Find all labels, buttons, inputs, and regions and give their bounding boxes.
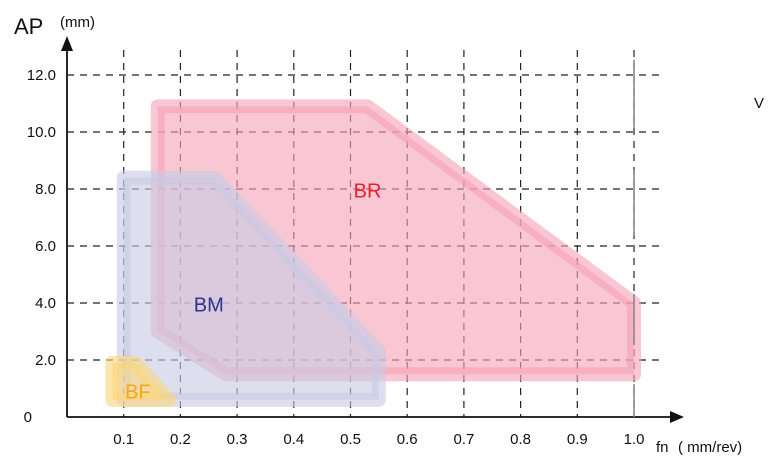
x-tick-label: 0.2 (170, 431, 191, 448)
y-tick-label: 4.0 (35, 295, 56, 312)
x-tick-label: 0.9 (567, 431, 588, 448)
region-label-br: BR (354, 181, 382, 203)
x-tick-label: 0.6 (397, 431, 418, 448)
x-tick-label: 0.4 (283, 431, 304, 448)
x-tick-label: 0.3 (227, 431, 248, 448)
axes (61, 36, 684, 423)
x-tick-label: 0.5 (340, 431, 361, 448)
y-tick-label: 12.0 (27, 67, 56, 84)
x-tick-label: 0.8 (510, 431, 531, 448)
y-axis-title: AP (14, 14, 43, 39)
x-axis-title: fn (656, 439, 669, 456)
y-tick-label: 10.0 (27, 124, 56, 141)
y-axis-unit: (mm) (60, 14, 95, 31)
x-tick-label: 0.7 (453, 431, 474, 448)
y-tick-label: 8.0 (35, 181, 56, 198)
x-tick-label: 1.0 (624, 431, 645, 448)
region-label-bf: BF (125, 381, 151, 403)
y-tick-label: 6.0 (35, 238, 56, 255)
labels: 0.1 0.2 0.3 0.4 0.5 0.6 0.7 0.8 0.9 1.0 0 2.0 4.0 6.0… (24, 67, 645, 448)
x-tick-label: 0.1 (113, 431, 134, 448)
extra-text: V (754, 95, 764, 112)
y-tick-label: 2.0 (35, 352, 56, 369)
y-axis-arrow (61, 36, 73, 51)
region-bf (105, 355, 177, 407)
x-axis-arrow (670, 411, 684, 423)
x-axis-unit: ( mm/rev) (678, 439, 742, 456)
y-tick-label: 0 (24, 409, 32, 426)
regions (105, 99, 641, 407)
region-label-bm: BM (194, 295, 224, 317)
